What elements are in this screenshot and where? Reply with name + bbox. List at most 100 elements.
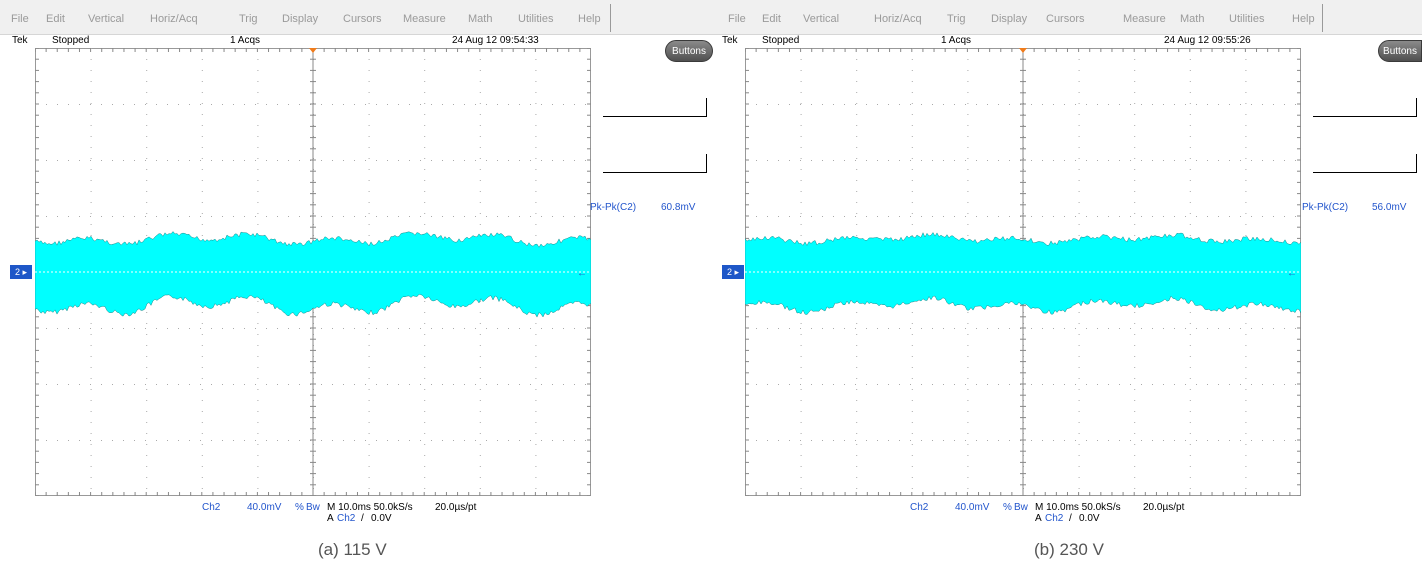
grid-dot bbox=[255, 384, 256, 385]
menu-horiz-acq[interactable]: Horiz/Acq bbox=[874, 13, 922, 25]
grid-dot bbox=[1134, 81, 1136, 82]
grid-dot bbox=[257, 367, 259, 368]
grid-dot bbox=[134, 216, 135, 217]
menu-measure[interactable]: Measure bbox=[403, 13, 446, 25]
grid-dot bbox=[368, 59, 370, 60]
menu-horiz-acq[interactable]: Horiz/Acq bbox=[150, 13, 198, 25]
menu-edit[interactable]: Edit bbox=[46, 13, 65, 25]
grid-dot bbox=[156, 328, 157, 329]
grid-dot bbox=[800, 455, 802, 456]
grid-dot bbox=[1189, 59, 1191, 60]
grid-dot bbox=[967, 444, 969, 445]
grid-dot bbox=[368, 334, 370, 335]
grid-dot bbox=[1078, 312, 1080, 313]
grid-dot bbox=[288, 160, 289, 161]
grid-dot bbox=[475, 384, 476, 385]
grid-dot bbox=[368, 477, 370, 478]
grid-dot bbox=[574, 384, 575, 385]
grid-dot bbox=[420, 384, 421, 385]
menu-file[interactable]: File bbox=[728, 13, 746, 25]
menu-display[interactable]: Display bbox=[991, 13, 1028, 25]
grid-dot bbox=[201, 125, 203, 126]
grid-dot bbox=[1229, 104, 1230, 105]
grid-dot bbox=[535, 323, 537, 324]
grid-dot bbox=[1031, 440, 1032, 441]
menu-math[interactable]: Math bbox=[468, 13, 493, 25]
grid-dot bbox=[535, 422, 537, 423]
grid-dot bbox=[1134, 147, 1136, 148]
grid-dot bbox=[90, 440, 91, 441]
grid-dot bbox=[189, 440, 190, 441]
menu-file[interactable]: File bbox=[11, 13, 29, 25]
grid-dot bbox=[800, 103, 802, 104]
grid-dot bbox=[535, 59, 537, 60]
grid-dot bbox=[1245, 323, 1247, 324]
grid-dot bbox=[1207, 104, 1208, 105]
grid-dot bbox=[266, 160, 267, 161]
grid-dot bbox=[464, 216, 465, 217]
menu-cursors[interactable]: Cursors bbox=[343, 13, 382, 25]
grid-dot bbox=[257, 433, 259, 434]
grid-dot bbox=[932, 440, 933, 441]
grid-dot bbox=[998, 328, 999, 329]
grid-dot bbox=[911, 323, 913, 324]
menu-utilities[interactable]: Utilities bbox=[1229, 13, 1265, 25]
menu-trig[interactable]: Trig bbox=[239, 13, 258, 25]
grid-dot bbox=[90, 455, 92, 456]
grid-dot bbox=[800, 158, 802, 159]
menu-vertical[interactable]: Vertical bbox=[803, 13, 840, 25]
grid-dot bbox=[1245, 444, 1247, 445]
menu-measure[interactable]: Measure bbox=[1123, 13, 1166, 25]
grid-dot bbox=[943, 440, 944, 441]
grid-dot bbox=[255, 160, 256, 161]
grid-dot bbox=[332, 328, 333, 329]
grid-dot bbox=[257, 169, 259, 170]
grid-dot bbox=[967, 213, 969, 214]
grid-dot bbox=[57, 440, 58, 441]
grid-dot bbox=[998, 216, 999, 217]
record-resolution: 20.0µs/pt bbox=[1143, 502, 1185, 513]
scope-panel-b: File Edit Vertical Horiz/Acq Trig Displa… bbox=[712, 0, 1422, 565]
grid-dot bbox=[877, 384, 878, 385]
buttons-button[interactable]: Buttons bbox=[1378, 40, 1422, 62]
menu-help[interactable]: Help bbox=[1292, 13, 1315, 25]
channel-arrow-icon: ← bbox=[1287, 268, 1297, 279]
grid-dot bbox=[789, 328, 790, 329]
grid-dot bbox=[1163, 104, 1164, 105]
grid-dot bbox=[1189, 433, 1191, 434]
grid-dot bbox=[911, 466, 913, 467]
menu-edit[interactable]: Edit bbox=[762, 13, 781, 25]
menu-math[interactable]: Math bbox=[1180, 13, 1205, 25]
grid-dot bbox=[257, 191, 259, 192]
menu-cursors[interactable]: Cursors bbox=[1046, 13, 1085, 25]
menu-vertical[interactable]: Vertical bbox=[88, 13, 125, 25]
grid-dot bbox=[535, 235, 537, 236]
grid-dot bbox=[1078, 367, 1080, 368]
menu-display[interactable]: Display bbox=[282, 13, 319, 25]
grid-dot bbox=[299, 216, 300, 217]
grid-dot bbox=[368, 422, 370, 423]
buttons-button[interactable]: Buttons bbox=[665, 40, 713, 62]
menu-utilities[interactable]: Utilities bbox=[518, 13, 554, 25]
grid-dot bbox=[967, 345, 969, 346]
grid-dot bbox=[1108, 328, 1109, 329]
grid-dot bbox=[1134, 334, 1136, 335]
grid-dot bbox=[1251, 104, 1252, 105]
grid-dot bbox=[1134, 345, 1136, 346]
grid-dot bbox=[954, 384, 955, 385]
menu-help[interactable]: Help bbox=[578, 13, 601, 25]
menu-trig[interactable]: Trig bbox=[947, 13, 966, 25]
grid-dot bbox=[200, 328, 201, 329]
grid-dot bbox=[424, 400, 426, 401]
grid-dot bbox=[911, 334, 913, 335]
grid-dot bbox=[90, 103, 92, 104]
grid-dot bbox=[1134, 191, 1136, 192]
grid-dot bbox=[778, 384, 779, 385]
grid-dot bbox=[332, 440, 333, 441]
grid-dot bbox=[368, 323, 370, 324]
grid-dot bbox=[967, 367, 969, 368]
grid-dot bbox=[442, 384, 443, 385]
grid-dot bbox=[911, 367, 913, 368]
channel-2-marker[interactable]: 2 ▸ bbox=[722, 265, 744, 279]
channel-2-marker[interactable]: 2 ▸ bbox=[10, 265, 32, 279]
